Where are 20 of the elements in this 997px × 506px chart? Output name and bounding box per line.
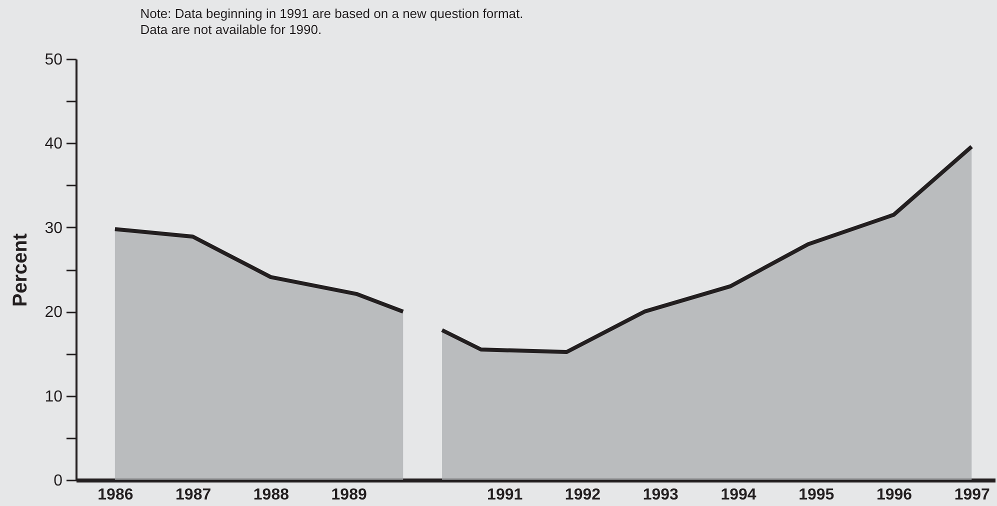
x-tick-label: 1988 bbox=[253, 486, 290, 504]
x-tick-label: 1987 bbox=[176, 486, 212, 504]
x-tick-label: 1996 bbox=[876, 486, 912, 504]
y-tick-label: 30 bbox=[44, 220, 63, 237]
x-tick-label: 1986 bbox=[98, 486, 134, 504]
y-tick-label: 50 bbox=[44, 52, 63, 68]
x-tick-label: 1995 bbox=[798, 486, 834, 504]
x-tick-label: 1991 bbox=[487, 486, 523, 504]
text: Data are not available for 1990. bbox=[140, 22, 322, 37]
x-tick-label: 1992 bbox=[564, 486, 601, 504]
y-axis-title: Percent bbox=[10, 232, 32, 307]
x-tick-label: 1989 bbox=[331, 486, 367, 504]
x-tick-label: 1993 bbox=[642, 486, 679, 504]
text: Note: Data beginning in 1991 are based on a new question format. bbox=[140, 6, 524, 21]
y-tick-label: 0 bbox=[54, 472, 63, 490]
y-tick-label: 20 bbox=[44, 304, 63, 322]
y-tick-label: 40 bbox=[44, 136, 63, 153]
x-tick-label: 1997 bbox=[954, 486, 990, 504]
y-tick-label: 10 bbox=[44, 388, 63, 406]
x-tick-label: 1994 bbox=[720, 486, 756, 504]
